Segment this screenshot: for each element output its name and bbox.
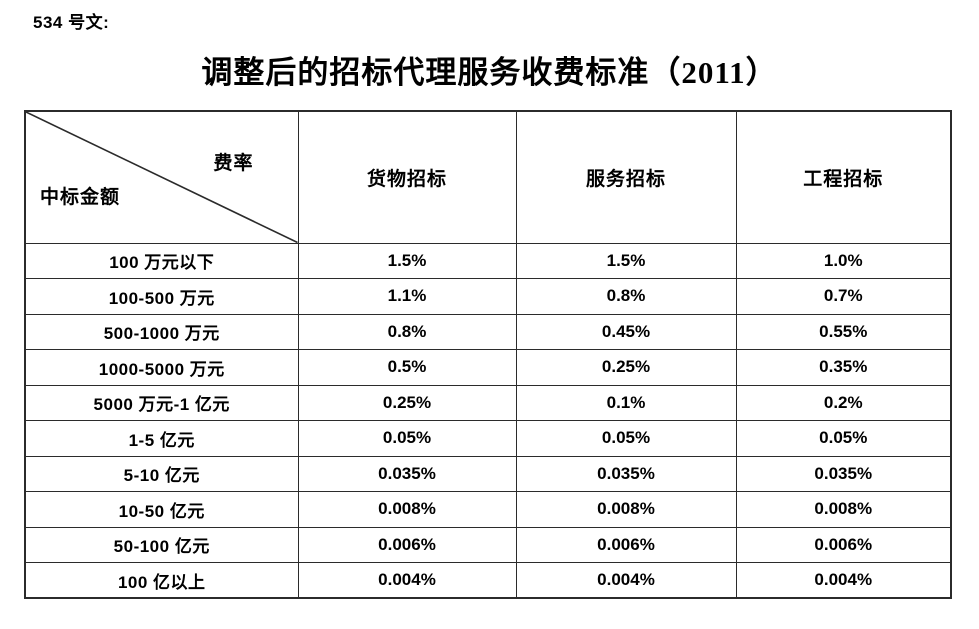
table-body: 100 万元以下 1.5% 1.5% 1.0% 100-500 万元 1.1% 0.8% 0.… <box>24 242 952 599</box>
column-header-goods: 货物招标 <box>297 110 517 244</box>
rate-value: 1.1% <box>297 278 517 315</box>
rate-value: 0.006% <box>735 526 952 563</box>
rate-value: 0.006% <box>515 526 737 563</box>
table-row: 10-50 亿元 0.008% 0.008% 0.008% <box>24 491 952 528</box>
amount-range-label: 1000-5000 万元 <box>24 349 299 386</box>
rate-value: 0.004% <box>515 562 737 599</box>
fee-standard-table: 费率 中标金额 货物招标 服务招标 工程招标 100 万元以下 1.5% 1.5% 1… <box>24 110 952 599</box>
table-row: 100-500 万元 1.1% 0.8% 0.7% <box>24 278 952 315</box>
diagonal-divider-line <box>26 112 298 243</box>
corner-label-rate: 费率 <box>213 153 254 174</box>
amount-range-label: 5-10 亿元 <box>24 455 299 492</box>
rate-value: 0.8% <box>515 278 737 315</box>
rate-value: 0.004% <box>297 562 517 599</box>
rate-value: 0.1% <box>515 384 737 421</box>
rate-value: 0.25% <box>297 384 517 421</box>
amount-range-label: 10-50 亿元 <box>24 491 299 528</box>
rate-value: 0.008% <box>297 491 517 528</box>
table-row: 1000-5000 万元 0.5% 0.25% 0.35% <box>24 349 952 386</box>
amount-range-label: 1-5 亿元 <box>24 420 299 457</box>
column-header-services: 服务招标 <box>515 110 737 244</box>
rate-value: 0.008% <box>735 491 952 528</box>
table-row: 500-1000 万元 0.8% 0.45% 0.55% <box>24 313 952 350</box>
corner-header-cell: 费率 中标金额 <box>24 110 299 244</box>
rate-value: 0.25% <box>515 349 737 386</box>
table-header-row: 费率 中标金额 货物招标 服务招标 工程招标 <box>24 110 952 244</box>
rate-value: 0.008% <box>515 491 737 528</box>
rate-value: 0.035% <box>515 455 737 492</box>
table-row: 50-100 亿元 0.006% 0.006% 0.006% <box>24 526 952 563</box>
rate-value: 0.2% <box>735 384 952 421</box>
rate-value: 1.5% <box>297 242 517 279</box>
rate-value: 0.05% <box>297 420 517 457</box>
rate-value: 0.035% <box>297 455 517 492</box>
corner-label-bid-amount: 中标金额 <box>40 187 121 208</box>
table-row: 1-5 亿元 0.05% 0.05% 0.05% <box>24 420 952 457</box>
page-title: 调整后的招标代理服务收费标准（2011） <box>201 55 778 90</box>
rate-value: 0.55% <box>735 313 952 350</box>
amount-range-label: 500-1000 万元 <box>24 313 299 350</box>
rate-value: 0.004% <box>735 562 952 599</box>
amount-range-label: 100 万元以下 <box>24 242 299 279</box>
amount-range-label: 50-100 亿元 <box>24 526 299 563</box>
amount-range-label: 100 亿以上 <box>24 562 299 599</box>
rate-value: 0.7% <box>735 278 952 315</box>
rate-value: 0.006% <box>297 526 517 563</box>
rate-value: 0.8% <box>297 313 517 350</box>
doc-number-label: 534 号文: <box>33 13 110 32</box>
rate-value: 0.05% <box>515 420 737 457</box>
rate-value: 0.035% <box>735 455 952 492</box>
table-row: 5-10 亿元 0.035% 0.035% 0.035% <box>24 455 952 492</box>
column-header-engineering: 工程招标 <box>735 110 952 244</box>
rate-value: 0.05% <box>735 420 952 457</box>
rate-value: 0.45% <box>515 313 737 350</box>
rate-value: 0.5% <box>297 349 517 386</box>
table-row: 5000 万元-1 亿元 0.25% 0.1% 0.2% <box>24 384 952 421</box>
rate-value: 1.5% <box>515 242 737 279</box>
rate-value: 1.0% <box>735 242 952 279</box>
amount-range-label: 100-500 万元 <box>24 278 299 315</box>
table-row: 100 亿以上 0.004% 0.004% 0.004% <box>24 562 952 599</box>
table-row: 100 万元以下 1.5% 1.5% 1.0% <box>24 242 952 279</box>
amount-range-label: 5000 万元-1 亿元 <box>24 384 299 421</box>
rate-value: 0.35% <box>735 349 952 386</box>
